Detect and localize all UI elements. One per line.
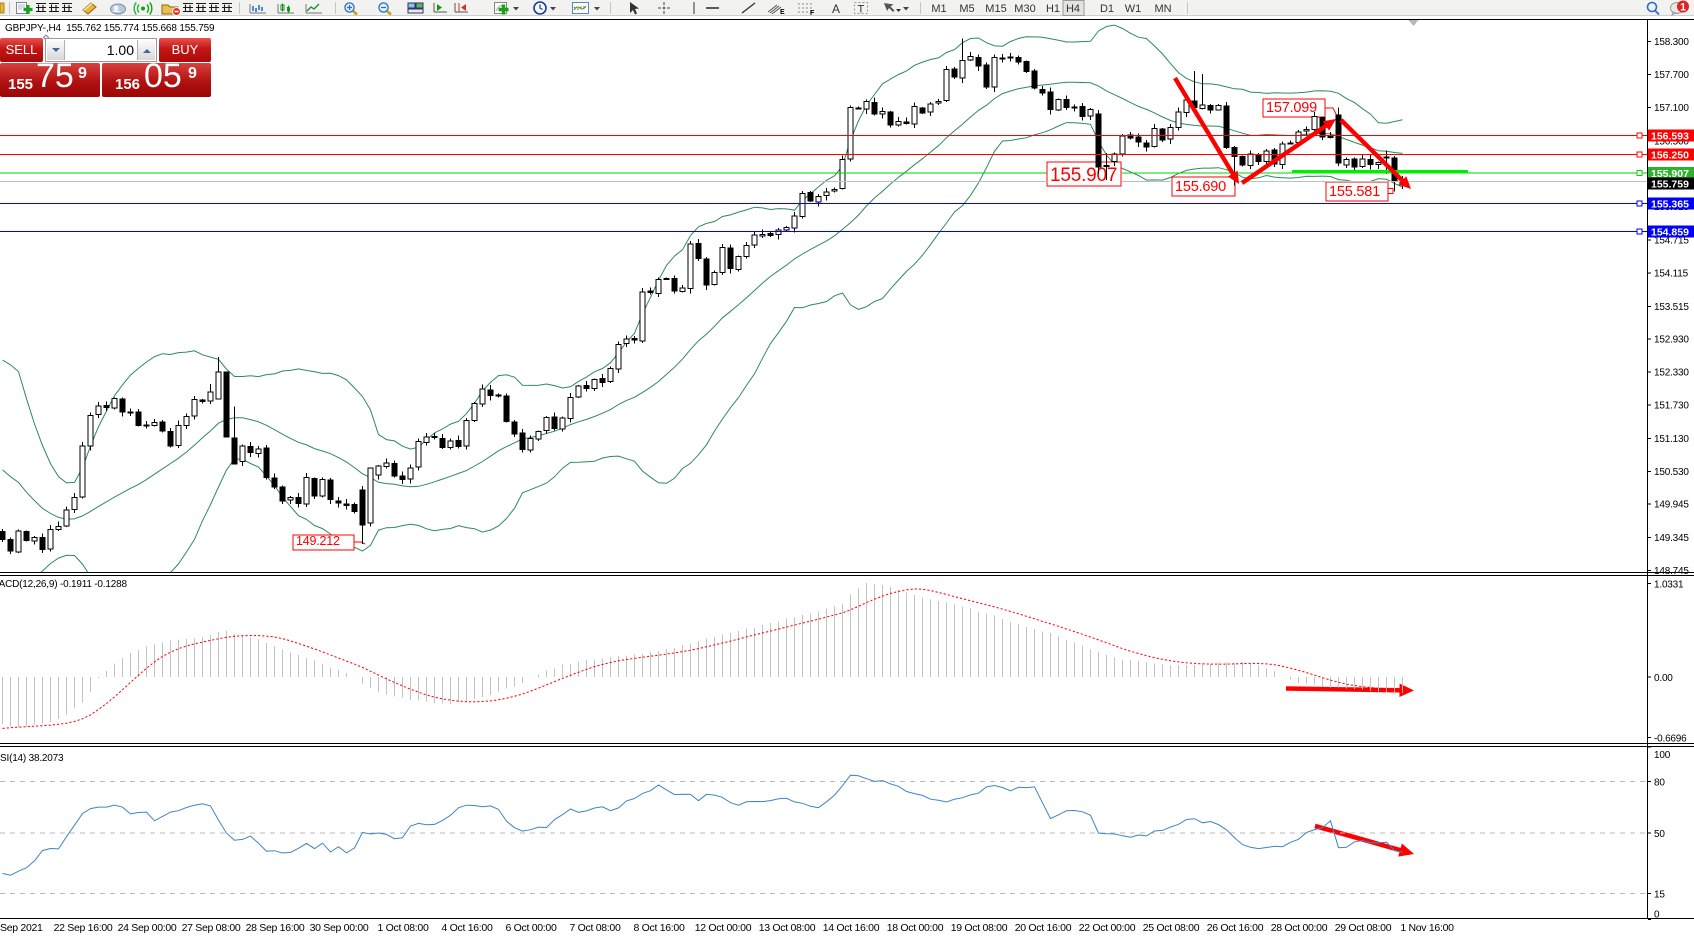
svg-text:30 Sep 00:00: 30 Sep 00:00 <box>310 922 369 934</box>
svg-text:157.100: 157.100 <box>1654 103 1689 114</box>
svg-text:H4: H4 <box>1066 3 1080 15</box>
svg-text:154.715: 154.715 <box>1654 235 1689 246</box>
svg-text:E: E <box>780 9 785 16</box>
svg-text:15: 15 <box>1654 890 1665 901</box>
svg-text:0.00: 0.00 <box>1654 673 1673 684</box>
svg-text:151.730: 151.730 <box>1654 401 1689 412</box>
svg-text:T: T <box>858 4 865 16</box>
svg-text:14 Oct 16:00: 14 Oct 16:00 <box>823 922 880 934</box>
svg-text:158.300: 158.300 <box>1654 37 1689 48</box>
svg-text:18 Oct 00:00: 18 Oct 00:00 <box>887 922 944 934</box>
svg-text:A: A <box>832 2 840 16</box>
svg-text:0: 0 <box>1654 910 1660 921</box>
svg-text:151.130: 151.130 <box>1654 434 1689 445</box>
svg-text:29 Oct 08:00: 29 Oct 08:00 <box>1335 922 1392 934</box>
svg-text:100: 100 <box>1654 750 1671 761</box>
svg-text:154.115: 154.115 <box>1654 269 1689 280</box>
svg-text:155.907: 155.907 <box>1050 165 1117 186</box>
svg-text:156.593: 156.593 <box>1651 131 1689 143</box>
svg-text:20 Oct 16:00: 20 Oct 16:00 <box>1015 922 1072 934</box>
svg-text:13 Oct 08:00: 13 Oct 08:00 <box>759 922 816 934</box>
svg-text:155.581: 155.581 <box>1329 184 1380 200</box>
svg-text:H1: H1 <box>1046 3 1060 15</box>
svg-text:MN: MN <box>1154 3 1171 15</box>
svg-text:152.930: 152.930 <box>1654 334 1689 345</box>
svg-text:25 Oct 08:00: 25 Oct 08:00 <box>1143 922 1200 934</box>
svg-text:50: 50 <box>1654 829 1665 840</box>
svg-text:26 Oct 16:00: 26 Oct 16:00 <box>1207 922 1264 934</box>
svg-text:1 Oct 08:00: 1 Oct 08:00 <box>378 922 429 934</box>
svg-text:F: F <box>810 10 815 17</box>
svg-text:19 Oct 08:00: 19 Oct 08:00 <box>951 922 1008 934</box>
svg-text:M15: M15 <box>985 3 1006 15</box>
svg-text:27 Sep 08:00: 27 Sep 08:00 <box>182 922 241 934</box>
svg-text:28 Sep 16:00: 28 Sep 16:00 <box>246 922 305 934</box>
svg-text:150.530: 150.530 <box>1654 467 1689 478</box>
svg-text:149.945: 149.945 <box>1654 500 1689 511</box>
svg-text:7 Oct 08:00: 7 Oct 08:00 <box>570 922 621 934</box>
svg-text:155.907: 155.907 <box>1651 168 1689 180</box>
svg-text:28 Oct 00:00: 28 Oct 00:00 <box>1271 922 1328 934</box>
svg-text:149.212: 149.212 <box>296 534 340 548</box>
svg-text:153.515: 153.515 <box>1654 302 1689 313</box>
svg-text:W1: W1 <box>1125 3 1142 15</box>
svg-text:154.859: 154.859 <box>1651 227 1689 239</box>
svg-text:155.690: 155.690 <box>1175 179 1226 195</box>
svg-text:152.330: 152.330 <box>1654 368 1689 379</box>
svg-text:Sep 2021: Sep 2021 <box>0 922 43 934</box>
svg-text:155.759: 155.759 <box>1651 178 1689 190</box>
svg-text:1 Nov 16:00: 1 Nov 16:00 <box>1400 922 1454 934</box>
svg-text:6 Oct 00:00: 6 Oct 00:00 <box>506 922 557 934</box>
svg-text:M30: M30 <box>1014 3 1035 15</box>
svg-text:80: 80 <box>1654 778 1665 789</box>
svg-text:148.745: 148.745 <box>1654 566 1689 577</box>
svg-text:8 Oct 16:00: 8 Oct 16:00 <box>634 922 685 934</box>
svg-text:22 Oct 00:00: 22 Oct 00:00 <box>1079 922 1136 934</box>
svg-text:24 Sep 00:00: 24 Sep 00:00 <box>118 922 177 934</box>
svg-text:149.345: 149.345 <box>1654 533 1689 544</box>
svg-text:-0.6696: -0.6696 <box>1654 734 1687 745</box>
svg-text:4 Oct 16:00: 4 Oct 16:00 <box>442 922 493 934</box>
svg-text:155.365: 155.365 <box>1651 199 1689 211</box>
svg-text:RSI(14) 38.2073: RSI(14) 38.2073 <box>0 753 64 764</box>
svg-text:12 Oct 00:00: 12 Oct 00:00 <box>695 922 752 934</box>
svg-text:156.500: 156.500 <box>1654 137 1689 148</box>
svg-text:M1: M1 <box>931 3 946 15</box>
svg-text:1.0331: 1.0331 <box>1654 580 1684 591</box>
svg-text:157.700: 157.700 <box>1654 70 1689 81</box>
svg-text:156.250: 156.250 <box>1651 150 1689 162</box>
svg-text:157.099: 157.099 <box>1266 100 1317 116</box>
svg-text:1: 1 <box>1680 2 1686 14</box>
svg-text:D1: D1 <box>1100 3 1114 15</box>
svg-text:GBPJPY-,H4 155.762 155.774 15: GBPJPY-,H4 155.762 155.774 155.668 155.7… <box>5 23 215 34</box>
svg-text:M5: M5 <box>959 3 974 15</box>
svg-text:22 Sep 16:00: 22 Sep 16:00 <box>54 922 113 934</box>
svg-text:MACD(12,26,9) -0.1911 -0.1288: MACD(12,26,9) -0.1911 -0.1288 <box>0 579 127 590</box>
